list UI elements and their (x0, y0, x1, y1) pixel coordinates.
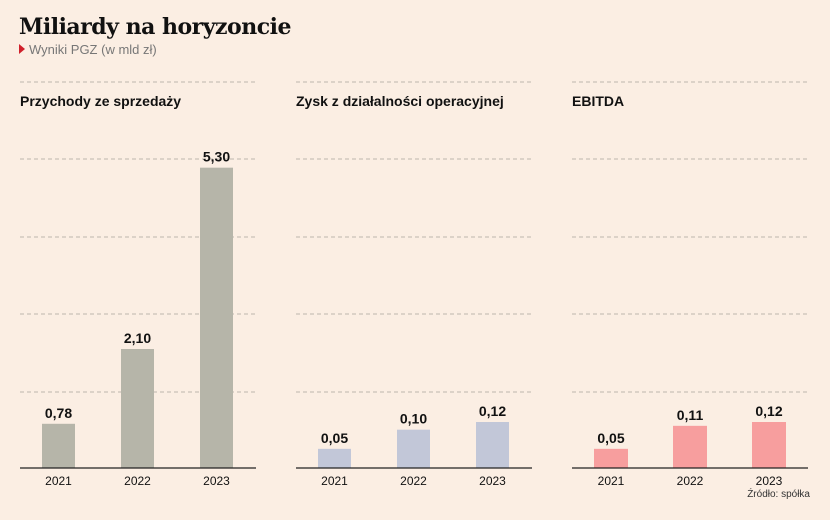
chart-subtitle: Wyniki PGZ (w mld zł) (19, 42, 157, 57)
bar (476, 422, 509, 468)
data-label: 0,11 (677, 407, 704, 423)
x-tick-label: 2021 (321, 474, 348, 488)
x-tick-label: 2022 (677, 474, 704, 488)
panel-title: Przychody ze sprzedaży (20, 93, 181, 109)
x-tick-label: 2023 (203, 474, 230, 488)
bar (121, 349, 154, 468)
data-label: 0,05 (321, 430, 348, 446)
x-tick-label: 2022 (400, 474, 427, 488)
data-label: 0,10 (400, 411, 427, 427)
data-label: 0,12 (755, 403, 782, 419)
x-tick-label: 2022 (124, 474, 151, 488)
panel-title: Zysk z działalności operacyjnej (296, 93, 504, 109)
data-label: 0,78 (45, 405, 72, 421)
x-tick-label: 2021 (45, 474, 72, 488)
bar (594, 448, 628, 468)
data-label: 2,10 (124, 330, 151, 346)
bar (397, 429, 430, 468)
bar (200, 167, 233, 468)
chart-title: Miliardy na horyzoncie (19, 14, 291, 40)
bar (752, 422, 786, 468)
bar (318, 448, 351, 468)
bar (42, 423, 75, 468)
data-label: 5,30 (203, 149, 230, 165)
triangle-marker-icon (19, 44, 25, 54)
data-label: 0,12 (479, 403, 506, 419)
x-tick-label: 2021 (598, 474, 625, 488)
chart-subtitle-text: Wyniki PGZ (w mld zł) (29, 42, 157, 57)
source-note: Źródło: spółka (747, 489, 810, 500)
bar (673, 425, 707, 468)
data-label: 0,05 (597, 430, 624, 446)
panel-title: EBITDA (572, 93, 624, 109)
x-tick-label: 2023 (756, 474, 783, 488)
x-tick-label: 2023 (479, 474, 506, 488)
